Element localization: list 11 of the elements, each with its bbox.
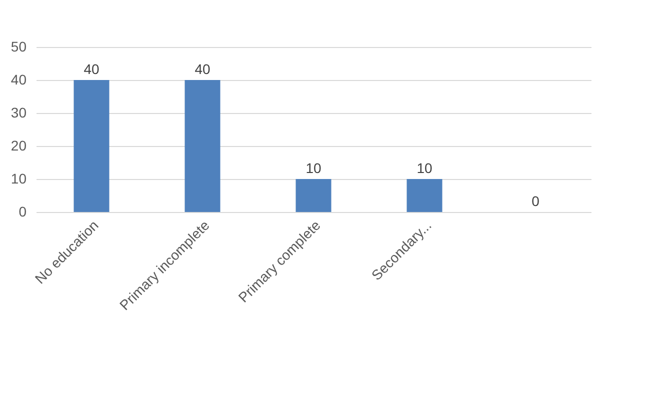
data-label: 10: [416, 160, 432, 176]
y-tick-label: 50: [10, 38, 27, 54]
data-label: 40: [84, 61, 100, 77]
data-label: 0: [532, 193, 540, 209]
y-tick-label: 10: [10, 170, 27, 186]
y-tick-label: 0: [18, 204, 27, 220]
y-tick-label: 40: [10, 72, 27, 88]
data-label: 40: [194, 61, 210, 77]
y-tick-label: 30: [10, 104, 27, 120]
data-label: 10: [306, 160, 322, 176]
y-tick-label: 20: [10, 138, 27, 154]
